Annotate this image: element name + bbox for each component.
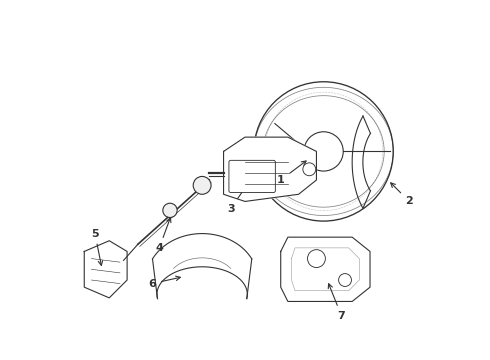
Polygon shape	[223, 137, 317, 202]
Circle shape	[193, 176, 211, 194]
Text: 3: 3	[227, 166, 261, 213]
Circle shape	[308, 249, 325, 267]
Text: 1: 1	[277, 161, 306, 185]
Circle shape	[163, 203, 177, 217]
Polygon shape	[281, 237, 370, 301]
Circle shape	[303, 163, 316, 176]
Text: 7: 7	[328, 284, 345, 321]
Text: 2: 2	[391, 183, 413, 206]
Polygon shape	[84, 241, 127, 298]
Text: 5: 5	[91, 229, 102, 265]
FancyBboxPatch shape	[229, 160, 275, 193]
Text: 4: 4	[155, 218, 171, 253]
Circle shape	[339, 274, 351, 287]
Text: 6: 6	[148, 276, 180, 289]
